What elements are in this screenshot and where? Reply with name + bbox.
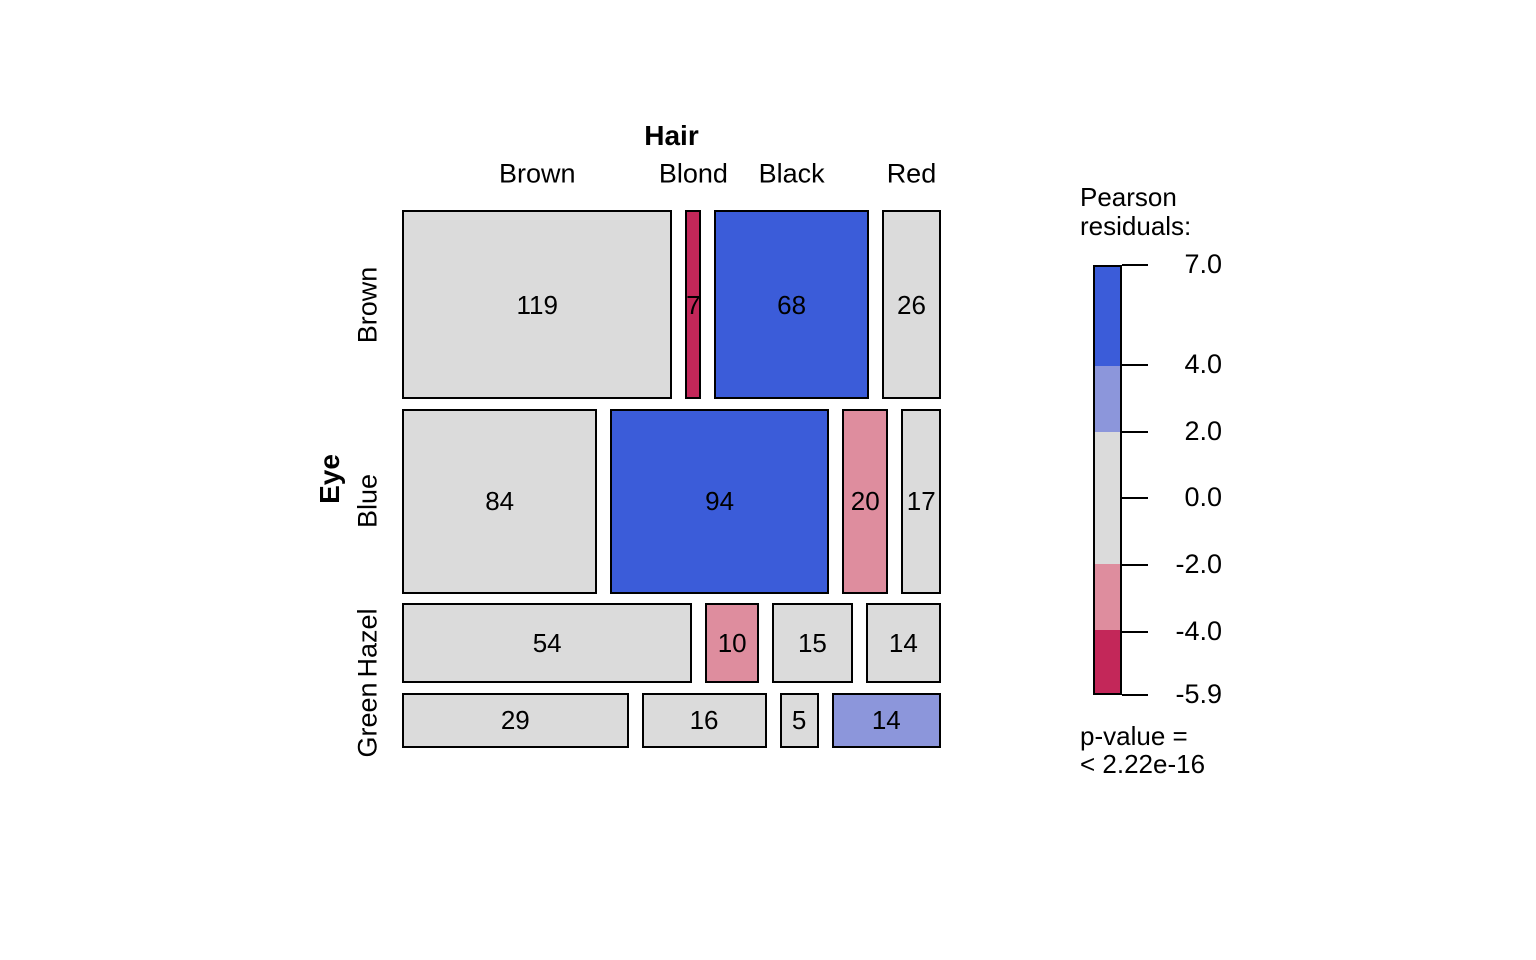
cell-count: 5 bbox=[791, 705, 807, 736]
cell-green-blond: 16 bbox=[641, 692, 767, 748]
cell-green-red: 14 bbox=[831, 692, 941, 748]
cell-count: 14 bbox=[871, 705, 901, 736]
legend-segment-pos_strong bbox=[1095, 267, 1120, 367]
cell-count: 7 bbox=[686, 289, 701, 320]
cell-brown-blond: 7 bbox=[685, 210, 702, 400]
column-label-red: Red bbox=[886, 158, 937, 189]
cell-blue-black: 20 bbox=[841, 408, 889, 594]
legend-tick-label: 4.0 bbox=[1184, 349, 1222, 379]
column-label-black: Black bbox=[758, 158, 825, 189]
cell-hazel-black: 15 bbox=[772, 603, 853, 684]
row-label-green: Green bbox=[352, 682, 383, 758]
cell-brown-red: 26 bbox=[881, 210, 941, 400]
cell-count: 29 bbox=[500, 705, 530, 736]
p-value-line2: < 2.22e-16 bbox=[1080, 749, 1206, 779]
cell-hazel-blond: 10 bbox=[705, 603, 760, 684]
legend-tick-label: 7.0 bbox=[1184, 249, 1222, 279]
cell-brown-black: 68 bbox=[714, 210, 869, 400]
legend-tick-label: -2.0 bbox=[1175, 549, 1222, 579]
legend-segment-neg_strong bbox=[1095, 630, 1120, 693]
cell-count: 84 bbox=[485, 486, 515, 517]
cell-count: 26 bbox=[896, 289, 926, 320]
row-label-blue: Blue bbox=[352, 474, 383, 529]
cell-count: 20 bbox=[850, 486, 880, 517]
cell-hazel-brown: 54 bbox=[402, 603, 693, 684]
cell-hazel-red: 14 bbox=[865, 603, 941, 684]
cell-brown-brown: 119 bbox=[402, 210, 673, 400]
column-label-blond: Blond bbox=[658, 158, 728, 189]
legend-segment-neg_mild bbox=[1095, 564, 1120, 631]
cell-blue-blond: 94 bbox=[610, 408, 829, 594]
cell-green-black: 5 bbox=[779, 692, 819, 748]
legend-title: Pearson residuals: bbox=[1080, 183, 1191, 241]
legend-segment-neutral bbox=[1095, 432, 1120, 565]
legend-tick-mark bbox=[1122, 497, 1148, 500]
cell-count: 119 bbox=[516, 289, 558, 320]
cell-blue-brown: 84 bbox=[402, 408, 598, 594]
cell-count: 16 bbox=[689, 705, 719, 736]
p-value-line1: p-value = bbox=[1080, 721, 1188, 751]
y-axis-title: Eye bbox=[314, 454, 345, 504]
legend-tick-mark bbox=[1122, 564, 1148, 566]
row-label-brown: Brown bbox=[352, 266, 383, 343]
row-label-hazel: Hazel bbox=[352, 608, 383, 678]
legend-tick-label: 0.0 bbox=[1184, 482, 1222, 513]
cell-count: 54 bbox=[532, 628, 562, 659]
legend-title-line1: Pearson bbox=[1080, 182, 1177, 212]
legend-tick-mark bbox=[1122, 694, 1148, 696]
cell-blue-red: 17 bbox=[901, 408, 941, 594]
p-value-label: p-value = < 2.22e-16 bbox=[1080, 722, 1205, 778]
column-label-brown: Brown bbox=[498, 158, 576, 189]
cell-count: 10 bbox=[717, 628, 747, 659]
legend-tick-label: -5.9 bbox=[1175, 679, 1222, 709]
legend-segment-pos_mild bbox=[1095, 366, 1120, 433]
legend-tick-label: 2.0 bbox=[1184, 415, 1222, 446]
legend-title-line2: residuals: bbox=[1080, 211, 1192, 241]
legend-tick-mark bbox=[1122, 630, 1148, 633]
cell-count: 15 bbox=[797, 628, 827, 659]
legend-tick-mark bbox=[1122, 364, 1148, 366]
cell-count: 94 bbox=[705, 486, 735, 517]
cell-count: 68 bbox=[777, 289, 807, 320]
legend-tick-mark bbox=[1122, 430, 1148, 433]
x-axis-title: Hair bbox=[644, 120, 699, 151]
cell-green-brown: 29 bbox=[402, 692, 629, 748]
legend-tick-label: -4.0 bbox=[1175, 615, 1222, 646]
legend-tick-mark bbox=[1122, 264, 1148, 266]
legend-colorbar bbox=[1093, 265, 1122, 695]
cell-count: 17 bbox=[906, 486, 936, 517]
cell-count: 14 bbox=[888, 628, 918, 659]
